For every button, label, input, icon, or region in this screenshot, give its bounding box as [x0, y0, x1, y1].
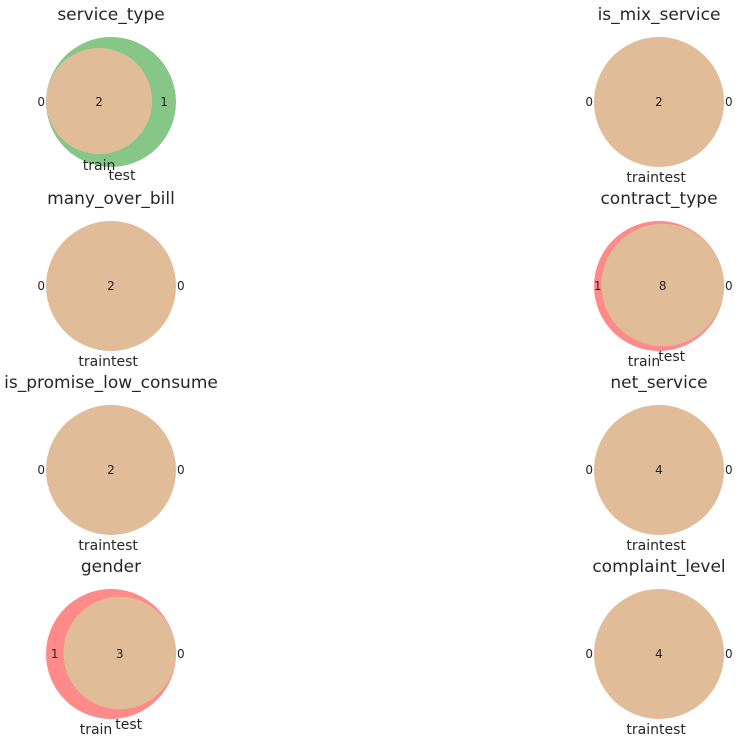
test-label: test: [659, 538, 686, 554]
overlap-count: 2: [95, 95, 103, 109]
overlap-count: 3: [116, 647, 124, 661]
overlap-circle: [594, 37, 724, 167]
test-only-count: 0: [725, 95, 733, 109]
venn-title: complaint_level: [592, 557, 725, 577]
test-only-count: 0: [725, 463, 733, 477]
overlap-count: 4: [655, 647, 663, 661]
overlap-count: 2: [655, 95, 663, 109]
test-only-count: 0: [177, 279, 185, 293]
train-label: train: [80, 722, 113, 738]
overlap-circle: [594, 589, 724, 719]
train-label: train: [83, 158, 116, 174]
overlap-circle: [46, 405, 176, 535]
test-label: test: [659, 722, 686, 738]
train-label: train: [626, 170, 659, 186]
test-only-count: 0: [177, 647, 185, 661]
test-label: test: [658, 349, 685, 365]
overlap-count: 2: [107, 279, 115, 293]
test-label: test: [111, 354, 138, 370]
venn-panel-is_promise_low_consume: is_promise_low_consume 0 2 0 train test: [4, 373, 218, 554]
overlap-circle: [63, 596, 176, 710]
venn-title: net_service: [610, 373, 707, 393]
overlap-count: 8: [659, 279, 667, 293]
overlap-circle: [594, 405, 724, 535]
venn-title: is_promise_low_consume: [4, 373, 218, 393]
test-only-count: 0: [725, 647, 733, 661]
train-label: train: [78, 354, 111, 370]
venn-panel-is_mix_service: is_mix_service 0 2 0 train test: [585, 5, 732, 186]
venn-panel-net_service: net_service 0 4 0 train test: [585, 373, 732, 554]
train-only-count: 0: [585, 647, 593, 661]
venn-title: many_over_bill: [47, 189, 175, 209]
train-only-count: 0: [585, 95, 593, 109]
test-only-count: 0: [177, 463, 185, 477]
train-only-count: 1: [51, 647, 59, 661]
train-label: train: [626, 538, 659, 554]
train-only-count: 0: [37, 463, 45, 477]
venn-panel-gender: gender 3 1 0 train test: [46, 557, 185, 738]
test-label: test: [111, 538, 138, 554]
train-only-count: 0: [37, 95, 45, 109]
overlap-circle: [46, 221, 176, 351]
venn-title: is_mix_service: [598, 5, 721, 25]
train-label: train: [78, 538, 111, 554]
train-only-count: 0: [585, 463, 593, 477]
overlap-circle: [601, 223, 724, 347]
test-label: test: [659, 170, 686, 186]
venn-title: service_type: [57, 5, 164, 25]
test-only-count: 0: [725, 279, 733, 293]
train-label: train: [628, 354, 661, 370]
test-only-count: 1: [160, 95, 168, 109]
overlap-count: 4: [655, 463, 663, 477]
test-label: test: [109, 168, 136, 184]
test-label: test: [115, 717, 142, 733]
venn-panel-complaint_level: complaint_level 0 4 0 train test: [585, 557, 732, 738]
overlap-circle: [46, 47, 153, 155]
train-only-count: 1: [594, 279, 602, 293]
overlap-count: 2: [107, 463, 115, 477]
venn-title: contract_type: [600, 189, 717, 209]
train-only-count: 0: [37, 279, 45, 293]
venn-panel-many_over_bill: many_over_bill 0 2 0 train test: [37, 189, 184, 370]
venn-title: gender: [81, 557, 141, 577]
train-label: train: [626, 722, 659, 738]
